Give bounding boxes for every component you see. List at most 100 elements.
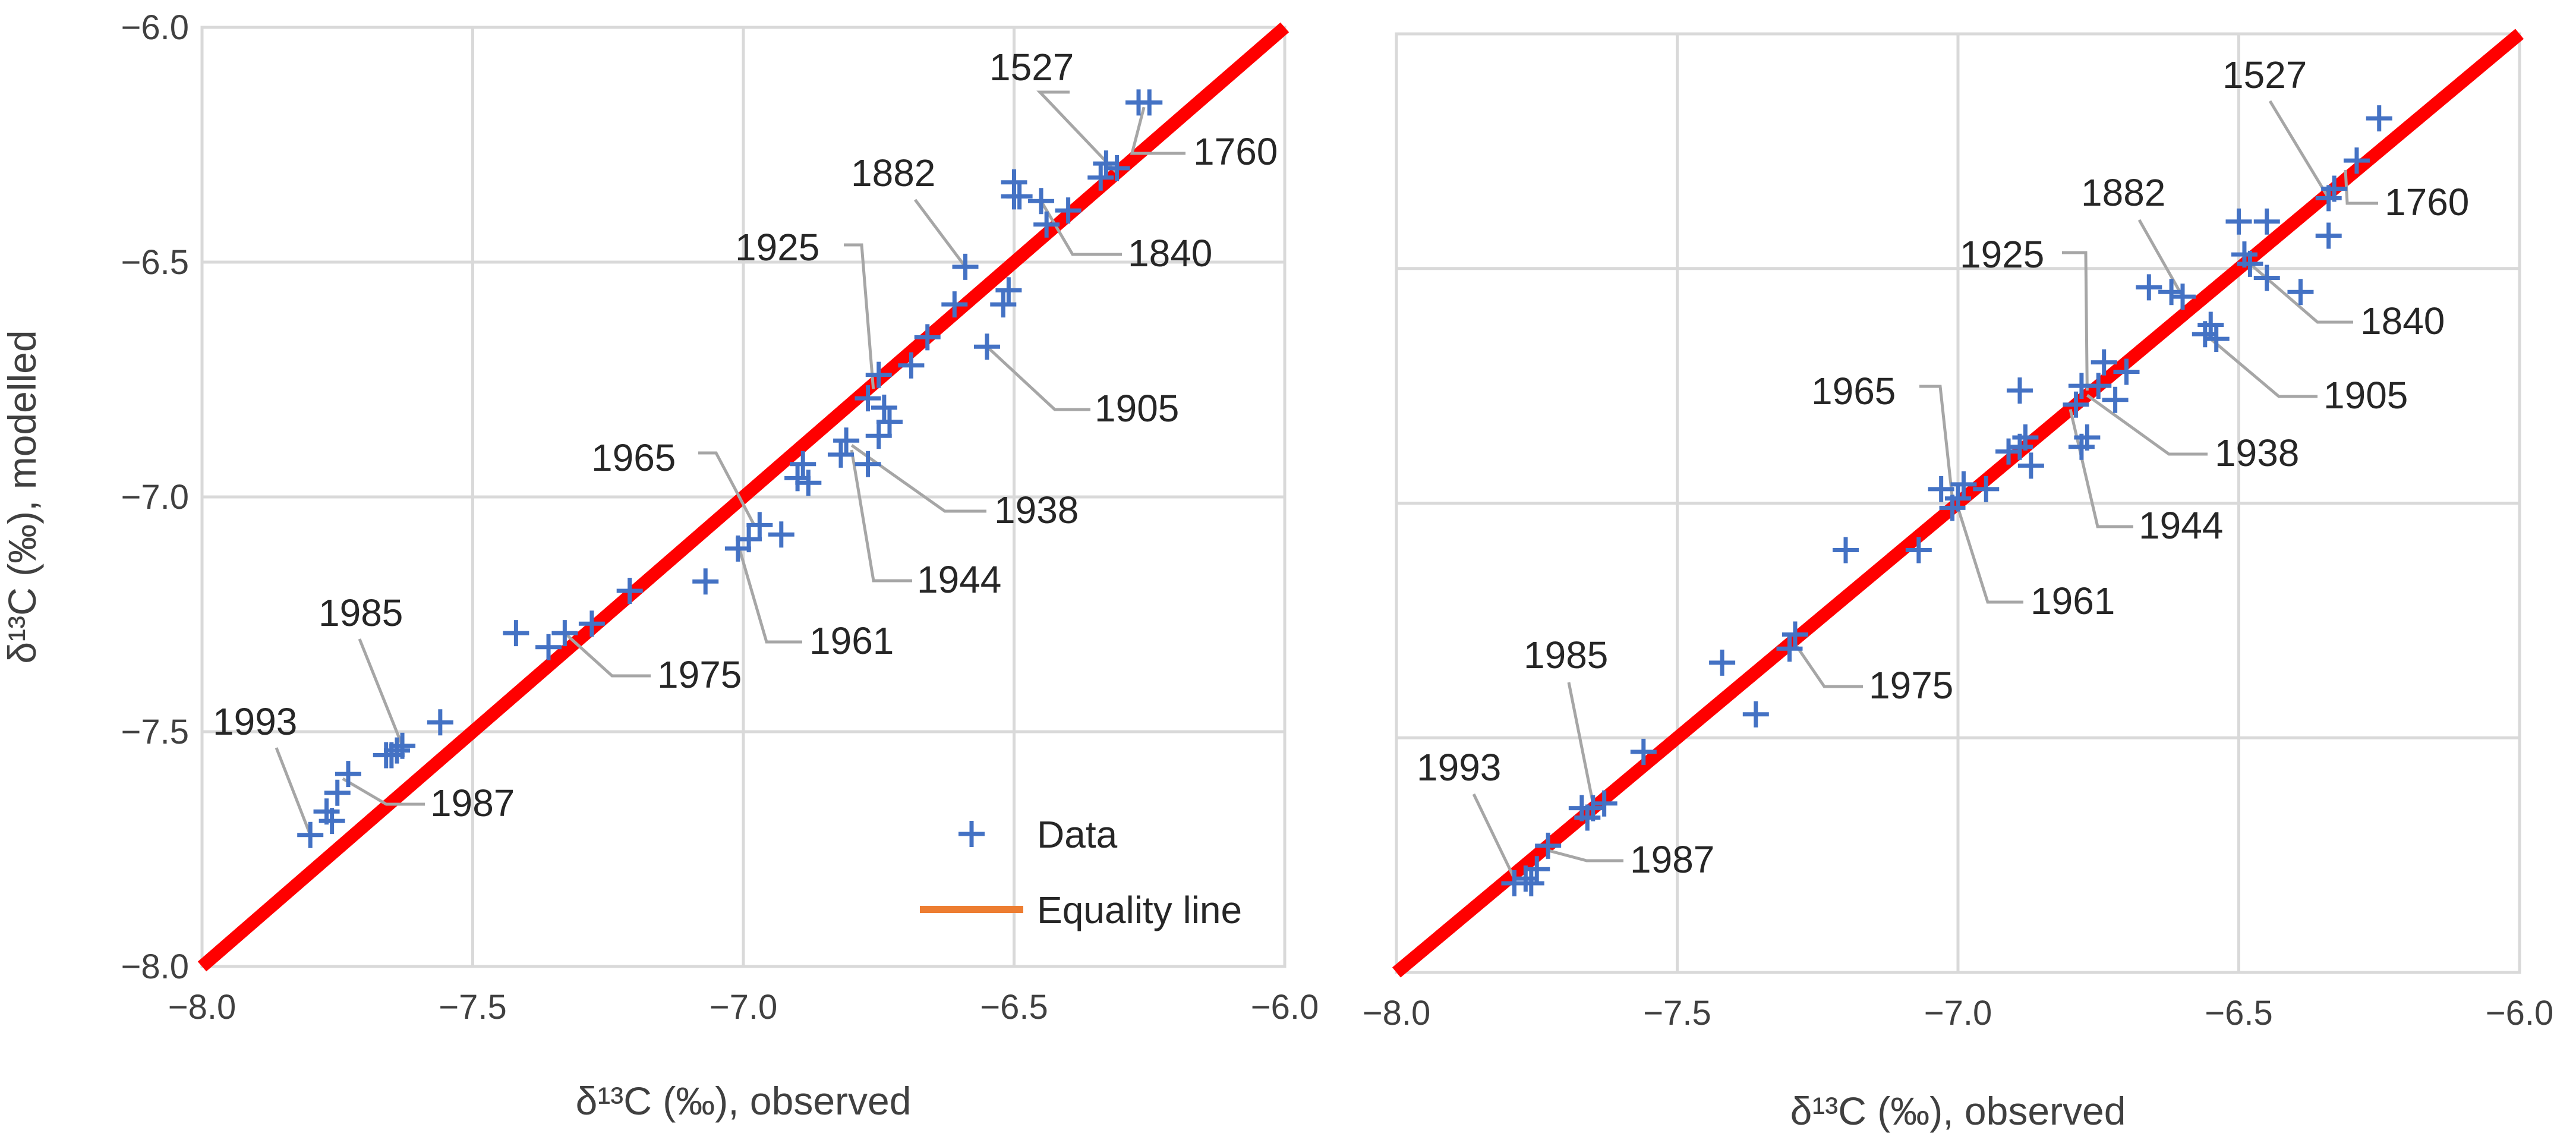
right-chart: −8.0 −7.5 −7.0 −6.5 −6.0 1527 1760 1840 1882 192…: [1363, 29, 2554, 1133]
left-data-point: [427, 709, 453, 736]
left-annotation-label: 1975: [657, 653, 742, 696]
left-data-point: [973, 333, 1000, 360]
left-annotation-label: 1925: [735, 226, 819, 269]
left-data-point: [855, 385, 881, 412]
left-data-point: [551, 620, 578, 647]
right-data-point: [1568, 795, 1595, 821]
right-data-point: [1995, 438, 2022, 465]
right-data-point: [2253, 265, 2280, 291]
left-data-point: [335, 761, 361, 788]
left-annotation-leader: [1039, 200, 1122, 256]
left-annotation-leader: [736, 543, 802, 644]
left-data-point: [724, 535, 751, 562]
right-data-point: [1782, 621, 1808, 648]
right-annotation-leader: [1472, 793, 1516, 880]
left-data-point: [373, 742, 399, 769]
left-data-point: [383, 737, 410, 764]
right-data-point: [2006, 433, 2033, 460]
left-annotation-leaders: [275, 90, 1185, 836]
left-data-point: [941, 291, 968, 318]
right-data-point: [2102, 386, 2129, 413]
left-annotations: 1527 1760 1840 1882 1925 1905 1938 1944 1965 1961…: [213, 46, 1278, 824]
right-annotation-leader: [2062, 251, 2089, 391]
left-annotation-leader: [698, 451, 756, 526]
left-data-point: [616, 578, 643, 604]
left-data-point: [503, 620, 529, 647]
right-data-point: [2225, 208, 2252, 235]
left-annotation-leader: [850, 444, 986, 513]
left-x-tick-label: −6.5: [980, 988, 1048, 1027]
right-annotation-label: 1925: [1960, 233, 2044, 276]
right-data-point: [2068, 373, 2095, 399]
right-data-point: [1501, 870, 1528, 896]
left-data-point: [833, 427, 860, 454]
left-annotation-label: 1760: [1193, 130, 1278, 173]
right-annotation-leaders: [1472, 100, 2378, 880]
left-data-point: [1087, 164, 1114, 191]
left-data-point: [790, 451, 816, 477]
right-annotation-leader: [2137, 219, 2184, 298]
right-data-point: [2287, 279, 2314, 306]
legend-equality-line-label: Equality line: [1037, 889, 1242, 931]
left-data-point: [746, 512, 773, 539]
right-data-point: [1742, 701, 1769, 728]
right-annotation-label: 1961: [2030, 580, 2115, 622]
left-data-point: [578, 610, 605, 637]
right-data-point: [2343, 147, 2370, 174]
left-data-point: [1028, 188, 1055, 215]
left-annotation-label: 1985: [319, 591, 403, 634]
right-data-point: [2113, 358, 2140, 385]
right-data-point: [2203, 326, 2230, 352]
left-data-point: [1033, 211, 1060, 238]
left-annotation-label: 1882: [851, 152, 935, 194]
right-annotation-label: 1985: [1524, 634, 1608, 676]
left-data-point: [1093, 150, 1120, 177]
right-x-tick-label: −8.0: [1363, 994, 1431, 1032]
left-x-tick-label: −6.0: [1251, 988, 1319, 1027]
left-data-point: [692, 568, 719, 595]
right-tick-labels: −8.0 −7.5 −7.0 −6.5 −6.0: [1363, 994, 2554, 1032]
left-y-tick-label: −6.5: [121, 243, 190, 282]
left-data-point: [1136, 89, 1163, 116]
right-annotation-leader: [2249, 262, 2353, 324]
left-y-tick-label: −8.0: [121, 947, 190, 986]
left-data-point: [768, 521, 794, 548]
right-data-point: [1950, 471, 1977, 498]
right-annotation-leader: [2086, 393, 2208, 456]
right-x-axis-label: δ¹³C (‰), observed: [1790, 1089, 2126, 1133]
left-annotation-label: 1993: [213, 700, 297, 743]
right-data-point: [2237, 250, 2263, 277]
right-data-point: [2366, 105, 2392, 132]
left-data-point: [535, 634, 562, 660]
left-data-point: [952, 253, 979, 280]
right-annotation-label: 1882: [2081, 171, 2165, 214]
left-x-tick-label: −7.0: [710, 988, 778, 1027]
right-data-point: [2136, 274, 2162, 301]
right-annotation-leader: [1793, 643, 1863, 688]
right-annotation-label: 1944: [2139, 504, 2223, 547]
left-data-point: [865, 423, 892, 449]
right-data-point: [2253, 208, 2280, 235]
right-data-point: [1591, 790, 1618, 817]
right-data-point: [2315, 185, 2342, 212]
left-data-point: [784, 465, 811, 492]
left-data-point: [1103, 155, 1130, 181]
right-annotation-label: 1760: [2385, 181, 2469, 223]
right-data-point: [2158, 279, 2185, 306]
left-data-points: [297, 89, 1163, 848]
right-data-point: [2091, 349, 2117, 376]
left-chart: −8.0 −7.5 −7.0 −6.5 −6.0 −8.0 −7.5 −7.0 −6.5 −6.0…: [0, 8, 1319, 1123]
left-annotation-leader: [275, 747, 312, 836]
left-annotation-leader: [913, 199, 967, 268]
left-data-point: [795, 470, 822, 496]
left-annotation-label: 1944: [917, 558, 1001, 601]
right-data-point: [1928, 476, 1954, 502]
right-annotation-leader: [1567, 682, 1595, 804]
right-data-point: [1535, 832, 1562, 859]
left-annotation-label: 1987: [430, 782, 515, 824]
left-data-point: [1006, 183, 1033, 210]
left-annotation-label: 1840: [1128, 232, 1212, 275]
right-data-point: [1939, 495, 1966, 521]
right-annotation-label: 1938: [2215, 432, 2299, 474]
